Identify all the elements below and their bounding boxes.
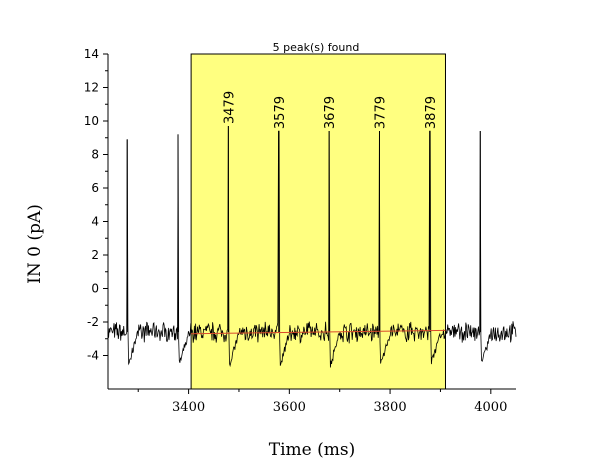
y-tick-label: -2 [87,315,99,329]
peak-label: 3779 [374,96,389,129]
y-tick-label: 14 [84,47,99,61]
signal-trace [107,125,517,368]
y-tick-label: 10 [84,114,99,128]
peak-label: 3479 [222,91,237,124]
y-tick-label: 0 [91,282,99,296]
x-tick-label: 3600 [273,400,306,415]
x-tick-label: 3400 [172,400,205,415]
y-tick-label: -4 [87,349,99,363]
y-tick-label: 6 [91,181,99,195]
chart-title: 5 peak(s) found [273,41,360,54]
baseline-line [191,329,446,335]
y-axis-title: IN 0 (pA) [25,204,45,284]
peak-label: 3579 [273,96,288,129]
y-tick-label: 2 [91,248,99,262]
y-tick-label: 8 [91,148,99,162]
peak-label: 3879 [424,96,439,129]
y-tick-label: 4 [91,215,99,229]
peak-label: 3679 [323,96,338,129]
y-tick-label: 12 [84,81,99,95]
x-tick-label: 4000 [474,400,507,415]
x-tick-label: 3800 [374,400,407,415]
x-axis-title: Time (ms) [269,440,355,460]
